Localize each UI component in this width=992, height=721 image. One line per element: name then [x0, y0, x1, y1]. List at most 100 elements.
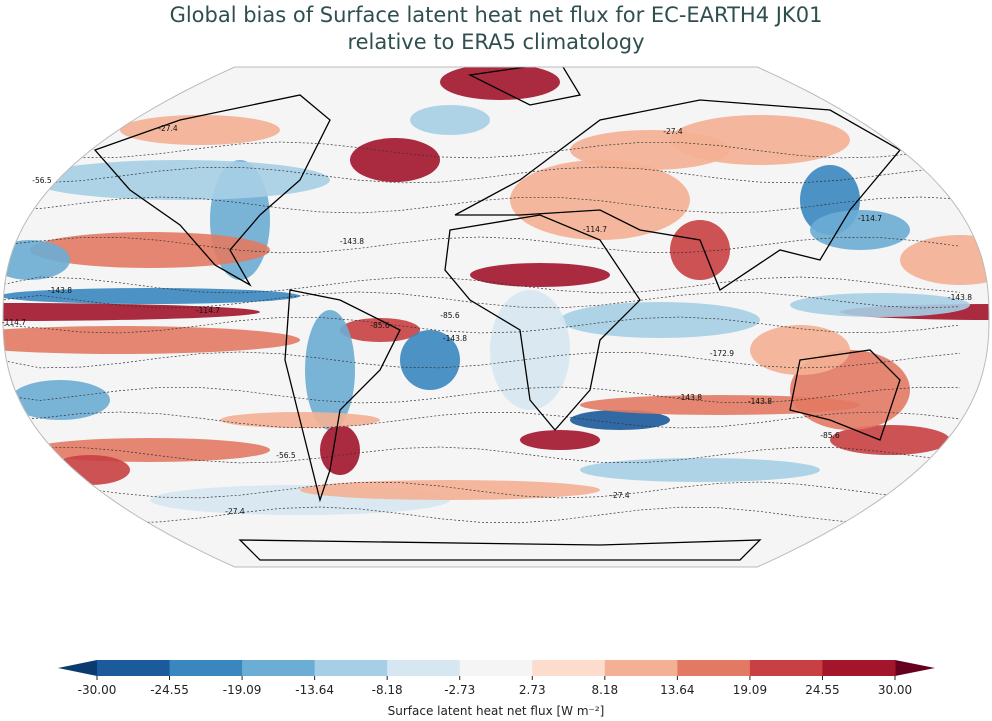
contour-line: [3, 166, 961, 184]
bias-region: [670, 220, 730, 280]
bias-region: [410, 105, 490, 135]
map-field: [3, 67, 989, 567]
bias-region: [510, 160, 690, 240]
bias-region: [570, 410, 670, 430]
contour-label: -143.8: [748, 397, 772, 406]
bias-region: [560, 302, 760, 338]
contour-line: [3, 236, 961, 254]
coastline: [454, 99, 901, 291]
bias-region: [520, 430, 600, 450]
contour-label: -27.4: [610, 491, 630, 500]
contour-line: [3, 291, 961, 309]
contour-label: -56.5: [32, 176, 52, 185]
bias-region: [305, 310, 355, 430]
colorbar-tick-label: 30.00: [878, 683, 912, 697]
title-line-2: relative to ERA5 climatology: [347, 30, 645, 54]
bias-region: [470, 263, 610, 287]
colorbar-tick-label: -13.64: [295, 683, 334, 697]
contour-line: [3, 351, 961, 369]
contour-label: -85.6: [820, 431, 840, 440]
contour-line: [3, 411, 961, 429]
colorbar-tick-label: -2.73: [444, 683, 475, 697]
contour-label: -27.4: [663, 127, 683, 136]
coastline: [444, 214, 641, 432]
bias-region: [490, 290, 570, 410]
contour-label: -114.7: [583, 225, 607, 234]
bias-region: [3, 326, 300, 354]
bias-region: [320, 425, 360, 475]
contour-line: [3, 386, 961, 404]
colorbar-tick-label: 2.73: [519, 683, 546, 697]
contour-label: -143.8: [340, 237, 364, 246]
bias-region: [300, 480, 600, 500]
contour-label: -172.9: [710, 349, 734, 358]
contour-label: -143.8: [48, 286, 72, 295]
bias-region: [670, 115, 850, 165]
contour-label: -114.7: [858, 214, 882, 223]
contour-line: [3, 446, 961, 464]
bias-region: [30, 160, 330, 200]
colorbar-tick-label: 19.09: [733, 683, 767, 697]
colorbar-segment: [459, 660, 533, 676]
colorbar-segment: [242, 660, 316, 676]
bias-region: [580, 458, 820, 482]
bias-region: [790, 293, 970, 317]
colorbar-segment: [387, 660, 461, 676]
contour-label: -143.8: [678, 393, 702, 402]
contour-line: [3, 276, 961, 294]
colorbar-tick-label: -19.09: [223, 683, 262, 697]
contour-label: -143.8: [948, 293, 972, 302]
colorbar: -30.00 -24.55 -19.09 -13.64 -8.18 -2.73 2.73 8.…: [58, 660, 935, 697]
bias-region: [10, 380, 110, 420]
bias-region: [340, 318, 420, 342]
bias-region: [440, 67, 560, 100]
contour-label: -114.7: [2, 318, 26, 327]
contour-label: -56.5: [276, 451, 296, 460]
contour-label: -143.8: [443, 334, 467, 343]
coastline: [238, 539, 762, 561]
coastline: [789, 349, 901, 441]
colorbar-tick-label: -8.18: [372, 683, 403, 697]
colorbar-over-arrow: [895, 660, 935, 676]
bias-region: [350, 138, 440, 182]
colorbar-segment: [749, 660, 823, 676]
colorbar-segment: [532, 660, 606, 676]
title-line-1: Global bias of Surface latent heat net f…: [169, 3, 823, 27]
bias-region: [120, 115, 280, 145]
bias-region: [3, 303, 260, 321]
colorbar-tick-label: -30.00: [78, 683, 117, 697]
contour-line: [3, 196, 961, 214]
colorbar-segment: [677, 660, 751, 676]
contour-label: -27.4: [225, 507, 245, 516]
bias-region: [750, 325, 850, 375]
coastline: [467, 67, 582, 106]
contour-label: -85.6: [440, 311, 460, 320]
colorbar-segment: [604, 660, 678, 676]
contour-line: [3, 506, 961, 524]
colorbar-segment: [314, 660, 388, 676]
contour-label: -27.4: [158, 124, 178, 133]
contour-label: -85.6: [370, 321, 390, 330]
bias-region: [810, 210, 910, 250]
bias-region: [3, 288, 300, 304]
coastline: [284, 289, 401, 503]
map-boundary: [2, 66, 990, 568]
colorbar-label: Surface latent heat net flux [W m⁻²]: [388, 704, 605, 718]
colorbar-segment: [97, 660, 171, 676]
colorbar-tick-label: 8.18: [591, 683, 618, 697]
bias-region: [50, 455, 130, 485]
coastline: [93, 94, 331, 287]
colorbar-under-arrow: [58, 660, 97, 676]
colorbar-tick-label: -24.55: [150, 683, 189, 697]
bias-region: [400, 330, 460, 390]
colorbar-segment: [822, 660, 896, 676]
contour-line: [3, 316, 961, 334]
colorbar-segment: [169, 660, 243, 676]
contour-line: [3, 141, 961, 159]
contour-line: [3, 481, 961, 499]
bias-region: [900, 235, 989, 285]
colorbar-tick-label: 13.64: [660, 683, 694, 697]
contour-label: -114.7: [196, 306, 220, 315]
colorbar-tick-label: 24.55: [805, 683, 839, 697]
